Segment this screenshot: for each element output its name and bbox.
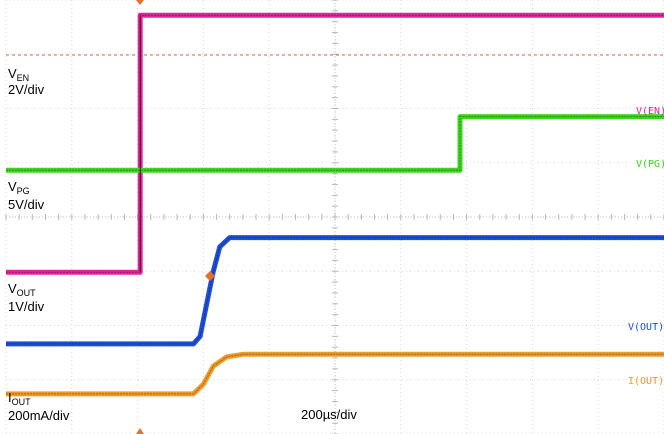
pg-scale-label: 5V/div <box>8 197 45 212</box>
trace-edge-iout <box>6 353 664 395</box>
grid <box>5 0 664 434</box>
iout-trace-tag: I(OUT) <box>628 376 664 387</box>
trigger-time-marker-top <box>136 0 144 5</box>
iout-channel-label: IOUT <box>8 390 31 407</box>
en-trace-tag: V(EN) <box>636 106 664 117</box>
trace-pg <box>6 114 664 173</box>
en-scale-label: 2V/div <box>8 82 45 97</box>
vout-trace-tag: V(OUT) <box>628 322 664 333</box>
trace-edge-out <box>6 237 664 345</box>
trigger-time-marker-bottom <box>136 428 144 434</box>
vout-scale-label: 1V/div <box>8 299 45 314</box>
trace-edge-pg <box>6 116 664 171</box>
iout-scale-label: 200mA/div <box>8 408 70 423</box>
traces <box>6 12 664 397</box>
vout-trigger-marker <box>205 271 215 281</box>
vout-channel-label: VOUT <box>8 281 36 298</box>
trace-out <box>6 235 664 347</box>
pg-trace-tag: V(PG) <box>636 159 664 170</box>
pg-channel-label: VPG <box>8 179 30 196</box>
trace-iout <box>6 351 664 397</box>
timebase-label: 200µs/div <box>301 407 357 422</box>
en-channel-label: VEN <box>8 66 29 83</box>
